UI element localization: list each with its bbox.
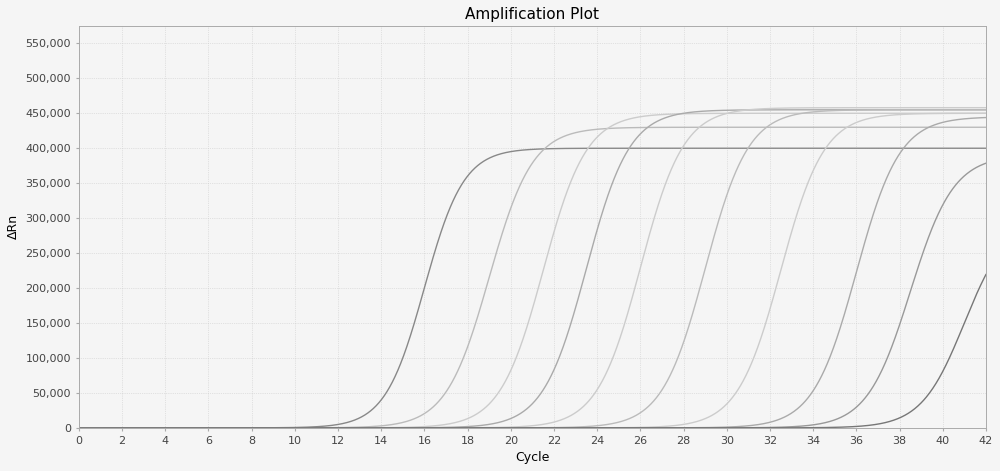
Title: Amplification Plot: Amplification Plot <box>465 7 599 22</box>
X-axis label: Cycle: Cycle <box>515 451 550 464</box>
Y-axis label: ΔRn: ΔRn <box>7 214 20 239</box>
